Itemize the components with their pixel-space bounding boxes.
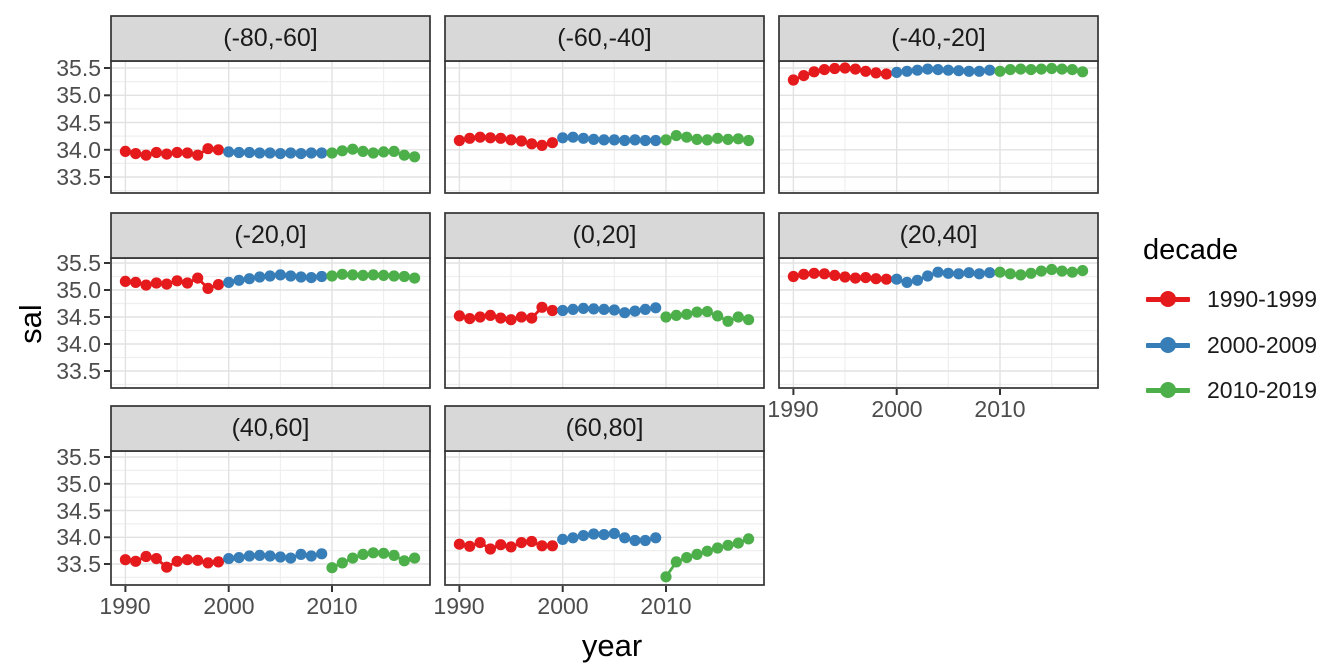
facet-6 (104, 405, 431, 592)
legend-entry: 2010-2019 (1146, 375, 1317, 405)
legend-entry-label: 2010-2019 (1207, 376, 1317, 403)
legend-entry: 1990-1999 (1146, 284, 1317, 314)
legend-entry-label: 1990-1999 (1207, 285, 1317, 312)
legend-entry: 2000-2009 (1146, 330, 1317, 360)
y-axis-title: sal (13, 304, 48, 344)
facet-3 (104, 212, 431, 389)
facet-2 (778, 15, 1099, 194)
facet-7 (444, 405, 765, 592)
legend-key-line-dot-icon (1146, 375, 1190, 405)
legend-key-line-dot-icon (1146, 330, 1190, 360)
legend-entry-label: 2000-2009 (1207, 331, 1317, 358)
facet-4 (444, 212, 765, 389)
facet-0 (104, 15, 431, 194)
x-axis-title: year (581, 628, 643, 663)
legend-title: decade (1143, 234, 1239, 266)
legend-key-line-dot-icon (1146, 284, 1190, 314)
facet-1 (444, 15, 765, 194)
facet-5 (778, 212, 1099, 395)
